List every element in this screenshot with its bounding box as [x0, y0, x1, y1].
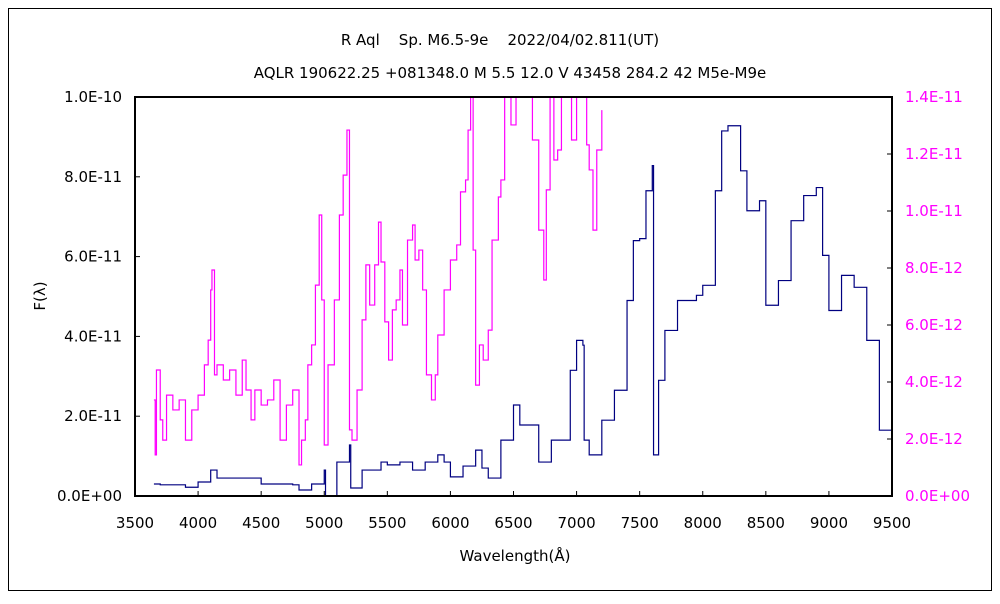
y-left-tick-label: 2.0E-11 [64, 407, 122, 425]
y-left-tick-label: 6.0E-11 [64, 248, 122, 266]
chart-border [8, 8, 992, 591]
x-tick-label: 7500 [621, 514, 659, 532]
x-tick-label: 6000 [431, 514, 469, 532]
series-line-right [153, 96, 603, 466]
x-tick-label: 3500 [116, 514, 154, 532]
y-right-tick-label: 1.0E-11 [905, 202, 963, 220]
y-left-tick-label: 1.0E-10 [64, 88, 122, 106]
y-left-tick-label: 0.0E+00 [57, 487, 122, 505]
x-tick-label: 5000 [305, 514, 343, 532]
x-tick-label: 4000 [179, 514, 217, 532]
y-right-tick-label: 0.0E+00 [905, 487, 970, 505]
x-tick-label: 6500 [494, 514, 532, 532]
x-tick-label: 8000 [684, 514, 722, 532]
chart-title: R Aql Sp. M6.5-9e 2022/04/02.811(UT) [341, 31, 659, 49]
y-right-tick-label: 2.0E-12 [905, 430, 963, 448]
x-axis-label: Wavelength(Å) [460, 546, 571, 565]
y-right-tick-label: 4.0E-12 [905, 373, 963, 391]
y-left-tick-label: 4.0E-11 [64, 327, 122, 345]
y-left-tick-label: 8.0E-11 [64, 168, 122, 186]
x-tick-label: 8500 [747, 514, 785, 532]
y-right-tick-label: 1.4E-11 [905, 88, 963, 106]
x-tick-label: 7000 [557, 514, 595, 532]
chart-subtitle: AQLR 190622.25 +081348.0 M 5.5 12.0 V 43… [254, 64, 767, 82]
y-right-tick-label: 8.0E-12 [905, 259, 963, 277]
x-tick-label: 9500 [873, 514, 911, 532]
y-right-tick-label: 1.2E-11 [905, 145, 963, 163]
y-axis-label: F(λ) [31, 281, 49, 310]
x-tick-label: 9000 [810, 514, 848, 532]
x-tick-label: 4500 [242, 514, 280, 532]
x-tick-label: 5500 [368, 514, 406, 532]
y-right-tick-label: 6.0E-12 [905, 316, 963, 334]
